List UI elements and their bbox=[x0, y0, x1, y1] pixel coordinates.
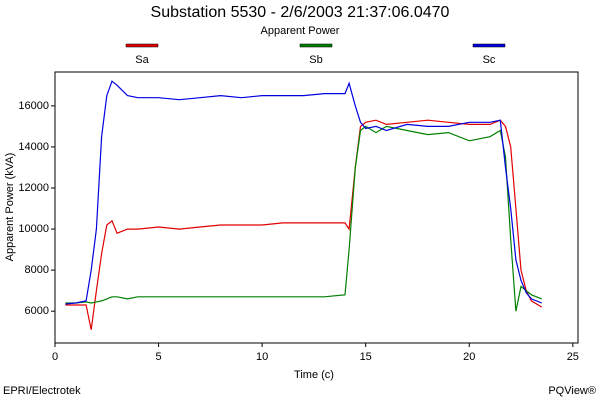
y-tick-label: 8000 bbox=[25, 264, 49, 276]
legend-swatch bbox=[299, 43, 333, 48]
chart-title: Substation 5530 - 2/6/2003 21:37:06.0470 bbox=[151, 4, 450, 21]
series-line bbox=[65, 119, 543, 330]
legend-label: Sb bbox=[309, 54, 322, 66]
y-tick-label: 10000 bbox=[18, 223, 49, 235]
legend-label: Sa bbox=[135, 54, 149, 66]
series-line bbox=[65, 80, 543, 305]
credit: PQView® bbox=[548, 385, 596, 397]
x-tick-label: 5 bbox=[156, 351, 162, 363]
x-tick-label: 15 bbox=[360, 351, 372, 363]
legend-swatch bbox=[472, 43, 506, 48]
y-tick-label: 12000 bbox=[18, 182, 49, 194]
x-tick-label: 10 bbox=[256, 351, 268, 363]
x-axis-label: Time (c) bbox=[294, 369, 334, 381]
legend-swatch bbox=[125, 43, 159, 48]
plot-frame bbox=[54, 71, 579, 344]
legend-label: Sc bbox=[483, 54, 496, 66]
x-tick-label: 25 bbox=[567, 351, 579, 363]
chart-subtitle: Apparent Power bbox=[261, 25, 340, 37]
source: EPRI/Electrotek bbox=[3, 385, 81, 397]
x-tick-label: 0 bbox=[52, 351, 58, 363]
y-axis-label: Apparent Power (kVA) bbox=[4, 153, 16, 262]
y-tick-label: 6000 bbox=[25, 305, 49, 317]
y-tick-label: 14000 bbox=[18, 141, 49, 153]
y-tick-label: 16000 bbox=[18, 100, 49, 112]
x-tick-label: 20 bbox=[463, 351, 475, 363]
